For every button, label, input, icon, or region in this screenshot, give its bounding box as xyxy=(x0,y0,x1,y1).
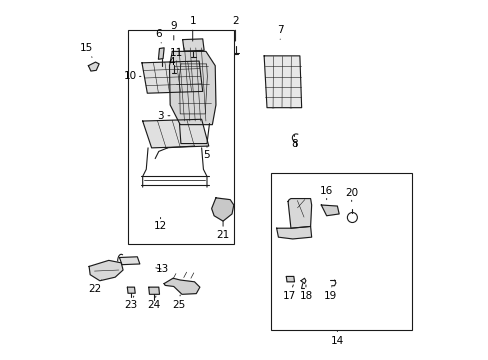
Text: 13: 13 xyxy=(155,264,169,274)
Text: 19: 19 xyxy=(323,287,336,301)
Text: 20: 20 xyxy=(345,188,358,202)
Text: 21: 21 xyxy=(216,221,229,240)
Text: 14: 14 xyxy=(330,332,343,346)
Text: 7: 7 xyxy=(276,25,283,39)
Polygon shape xyxy=(276,226,311,239)
Text: 23: 23 xyxy=(124,296,137,310)
Polygon shape xyxy=(142,61,203,93)
Polygon shape xyxy=(264,56,301,108)
Polygon shape xyxy=(119,257,140,265)
Text: 2: 2 xyxy=(232,16,239,41)
Bar xyxy=(128,30,233,244)
Text: 4: 4 xyxy=(167,57,178,69)
Text: 22: 22 xyxy=(88,280,102,294)
Polygon shape xyxy=(164,278,200,294)
Polygon shape xyxy=(183,39,203,51)
Text: 16: 16 xyxy=(319,186,333,200)
Text: 10: 10 xyxy=(123,71,141,81)
Text: 17: 17 xyxy=(282,285,295,301)
Polygon shape xyxy=(142,119,208,148)
Bar xyxy=(271,173,411,330)
Text: 1: 1 xyxy=(189,16,196,41)
Polygon shape xyxy=(88,62,99,71)
Polygon shape xyxy=(285,276,294,282)
Polygon shape xyxy=(287,199,311,228)
Polygon shape xyxy=(211,198,233,221)
Text: 25: 25 xyxy=(171,295,184,310)
Polygon shape xyxy=(127,287,135,293)
Text: 18: 18 xyxy=(299,285,312,301)
Polygon shape xyxy=(148,287,159,294)
Text: 9: 9 xyxy=(170,21,177,40)
Text: 5: 5 xyxy=(203,146,210,160)
Polygon shape xyxy=(89,260,123,281)
Text: 6: 6 xyxy=(155,28,162,43)
Text: 15: 15 xyxy=(80,43,93,57)
Text: 3: 3 xyxy=(157,111,169,121)
Text: 11: 11 xyxy=(170,48,183,62)
Text: 8: 8 xyxy=(290,135,297,149)
Polygon shape xyxy=(169,51,216,125)
Polygon shape xyxy=(158,48,164,59)
Text: 12: 12 xyxy=(154,217,167,231)
Text: 24: 24 xyxy=(146,296,160,310)
Polygon shape xyxy=(321,205,339,216)
